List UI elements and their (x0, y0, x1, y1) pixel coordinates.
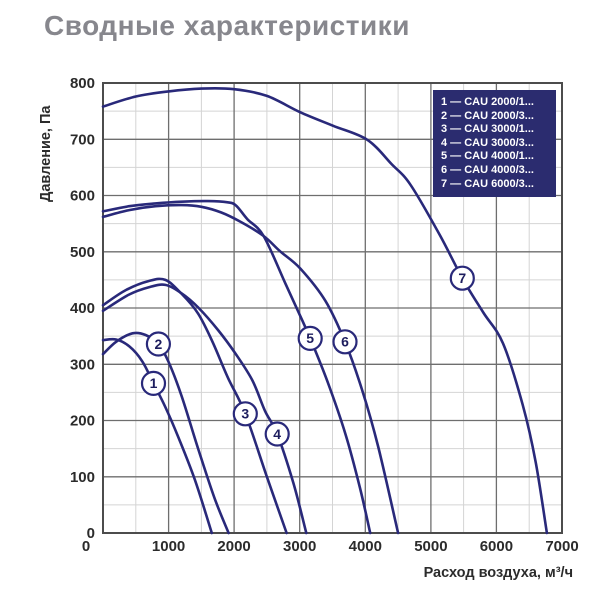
x-tick-label: 1000 (152, 538, 185, 555)
x-tick-label: 3000 (283, 538, 316, 555)
x-tick-label: 2000 (217, 538, 250, 555)
curve-3 (101, 277, 288, 535)
y-tick-label: 700 (70, 131, 95, 148)
curve-4 (101, 283, 308, 535)
page-title: Сводные характеристики (44, 10, 410, 41)
curve-marker-circle-2 (145, 331, 171, 357)
legend-item-4: 4 — CAU 3000/3... (441, 136, 534, 149)
curve-marker-label-1: 1 (150, 375, 158, 391)
legend-item-3: 3 — CAU 3000/1... (441, 123, 534, 136)
curve-5 (101, 199, 372, 535)
curve-marker-label-7: 7 (458, 270, 466, 286)
curve-marker-circle-6 (332, 329, 358, 355)
y-tick-label: 600 (70, 188, 95, 205)
legend-item-5: 5 — CAU 4000/1... (441, 150, 534, 163)
y-axis-title: Давление, Па (38, 105, 54, 202)
curve-marker-label-5: 5 (306, 330, 314, 346)
y-tick-label: 800 (70, 75, 95, 92)
y-tick-label: 400 (70, 300, 95, 317)
x-tick-label: 4000 (349, 538, 382, 555)
x-axis-title: Расход воздуха, м³/ч (424, 565, 573, 581)
legend-item-6: 6 — CAU 4000/3... (441, 163, 534, 176)
y-tick-label: 100 (70, 469, 95, 486)
x-tick-label: 0 (82, 538, 90, 555)
curve-6 (101, 203, 400, 535)
curve-marker-label-3: 3 (241, 406, 249, 422)
legend-item-1: 1 — CAU 2000/1... (441, 96, 534, 108)
curve-marker-circle-4 (264, 421, 290, 447)
curve-marker-label-2: 2 (155, 336, 163, 352)
curve-7 (101, 86, 549, 535)
y-tick-label: 500 (70, 244, 95, 261)
x-tick-label: 5000 (414, 538, 447, 555)
plot-frame (102, 82, 563, 534)
x-tick-label: 6000 (480, 538, 513, 555)
y-tick-label: 200 (70, 413, 95, 430)
curve-marker-circle-3 (232, 401, 258, 427)
x-tick-label: 7000 (545, 538, 578, 555)
y-tick-label: 0 (87, 525, 95, 542)
chart-legend: 1 — CAU 2000/1... 2 — CAU 2000/3... 3 — CA… (433, 90, 556, 198)
legend-item-2: 2 — CAU 2000/3... (441, 109, 534, 122)
curve-marker-circle-1 (140, 370, 167, 396)
y-tick-label: 300 (70, 356, 95, 373)
curve-2 (101, 331, 230, 535)
curve-marker-label-6: 6 (341, 334, 349, 350)
legend-item-7: 7 — CAU 6000/3... (441, 177, 534, 190)
curve-marker-circle-5 (297, 325, 323, 351)
curve-marker-circle-7 (449, 265, 475, 291)
curve-marker-label-4: 4 (273, 426, 281, 442)
